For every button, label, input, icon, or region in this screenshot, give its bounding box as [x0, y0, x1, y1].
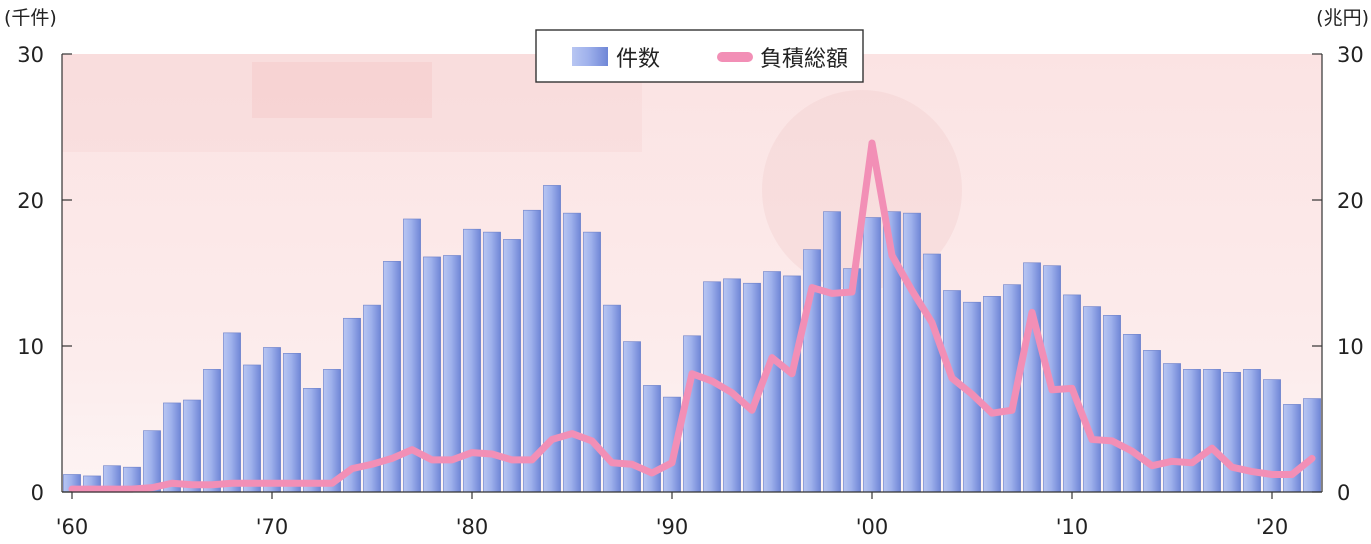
bar-2008 — [1023, 262, 1041, 493]
x-tick-label: '00 — [856, 515, 889, 539]
bar-1969 — [243, 364, 261, 493]
bar-2016 — [1183, 369, 1201, 493]
left-tick-label: 20 — [17, 189, 44, 213]
bar-2012 — [1103, 315, 1121, 493]
line-total-debt — [68, 139, 1316, 493]
right-tick-label: 10 — [1337, 335, 1364, 359]
bar-2006 — [983, 296, 1001, 493]
bar-1972 — [303, 388, 321, 493]
background-panel — [252, 62, 432, 118]
right-tick-label: 0 — [1337, 481, 1350, 505]
bar-2022 — [1303, 398, 1321, 493]
bar-2000 — [863, 217, 881, 493]
legend-bar-swatch — [572, 47, 608, 66]
bar-1996 — [783, 275, 801, 493]
left-tick-label: 30 — [17, 43, 44, 67]
x-tick-label: '70 — [256, 515, 289, 539]
legend: 件数 負積総額 — [535, 29, 864, 83]
bar-2017 — [1203, 369, 1221, 493]
x-tick-label: '20 — [1256, 515, 1289, 539]
bar-1970 — [263, 347, 281, 493]
x-tick-label: '90 — [656, 515, 689, 539]
left-tick-label: 0 — [31, 481, 44, 505]
bar-1973 — [323, 369, 341, 493]
bar-2021 — [1283, 404, 1301, 493]
x-tick-label: '60 — [56, 515, 89, 539]
bar-1998 — [823, 211, 841, 493]
x-tick-label: '10 — [1056, 515, 1089, 539]
bar-1967 — [203, 369, 221, 493]
bar-2015 — [1163, 363, 1181, 493]
x-tick-label: '80 — [456, 515, 489, 539]
bar-2011 — [1083, 306, 1101, 493]
bar-1982 — [503, 239, 521, 493]
left-axis-unit: (千件) — [4, 7, 57, 29]
bar-1971 — [283, 352, 301, 493]
right-axis-unit: (兆円) — [1316, 7, 1369, 29]
bar-1999 — [843, 268, 861, 493]
bar-2003 — [923, 253, 941, 493]
bar-2004 — [943, 290, 961, 493]
legend-line-swatch — [717, 52, 753, 62]
left-tick-label: 10 — [17, 335, 44, 359]
right-tick-label: 30 — [1337, 43, 1364, 67]
bar-2014 — [1143, 350, 1161, 493]
right-tick-label: 20 — [1337, 189, 1364, 213]
bar-1966 — [183, 399, 201, 493]
bar-1986 — [583, 231, 601, 493]
bar-1985 — [563, 212, 581, 493]
bar-2013 — [1123, 334, 1141, 493]
bar-1968 — [223, 332, 241, 493]
line-series — [68, 139, 1316, 493]
bar-2018 — [1223, 371, 1241, 493]
axes: 0 10 20 30 0 10 20 30 '60 '70 '80 '90 '00 '10 '20 — [17, 43, 1363, 539]
bar-1965 — [163, 402, 181, 493]
legend-line-label: 負積総額 — [760, 47, 848, 72]
bar-2002 — [903, 212, 921, 493]
legend-bar-label: 件数 — [616, 47, 660, 72]
